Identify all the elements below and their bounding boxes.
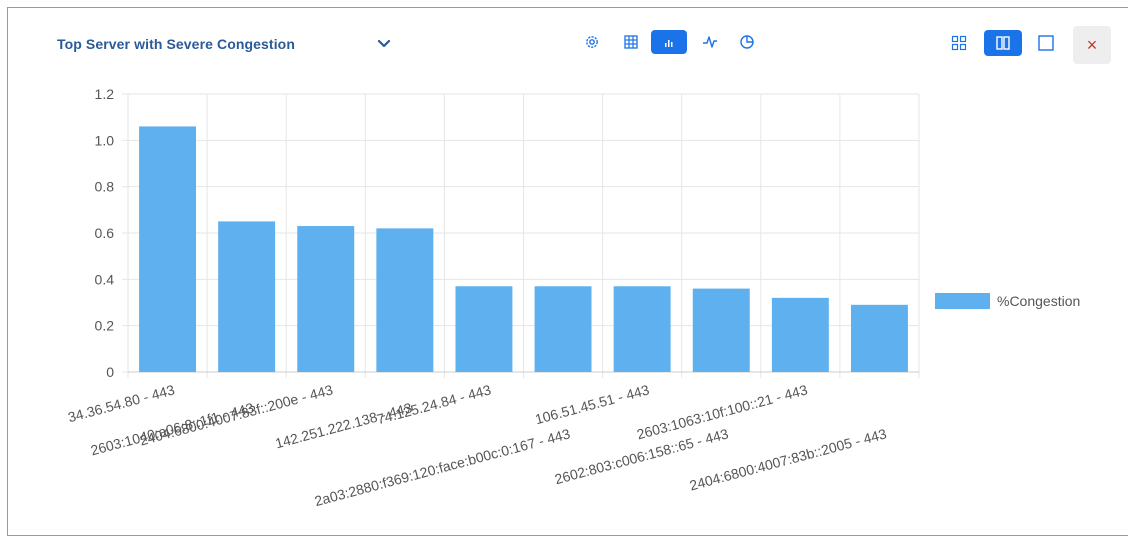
gear-icon[interactable] <box>580 30 604 54</box>
bar-chart-icon[interactable] <box>651 30 687 54</box>
grid-layout-icon[interactable] <box>948 32 970 54</box>
pie-chart-icon[interactable] <box>735 30 759 54</box>
table-icon[interactable] <box>619 30 643 54</box>
line-chart-icon[interactable] <box>698 30 722 54</box>
close-icon: × <box>1086 34 1098 55</box>
close-button[interactable]: × <box>1073 26 1111 64</box>
single-layout-icon[interactable] <box>1035 32 1057 54</box>
chevron-down-icon[interactable] <box>376 36 392 52</box>
panel-title: Top Server with Severe Congestion <box>57 36 295 52</box>
split-layout-icon[interactable] <box>984 30 1022 56</box>
chart-panel <box>7 7 1128 536</box>
